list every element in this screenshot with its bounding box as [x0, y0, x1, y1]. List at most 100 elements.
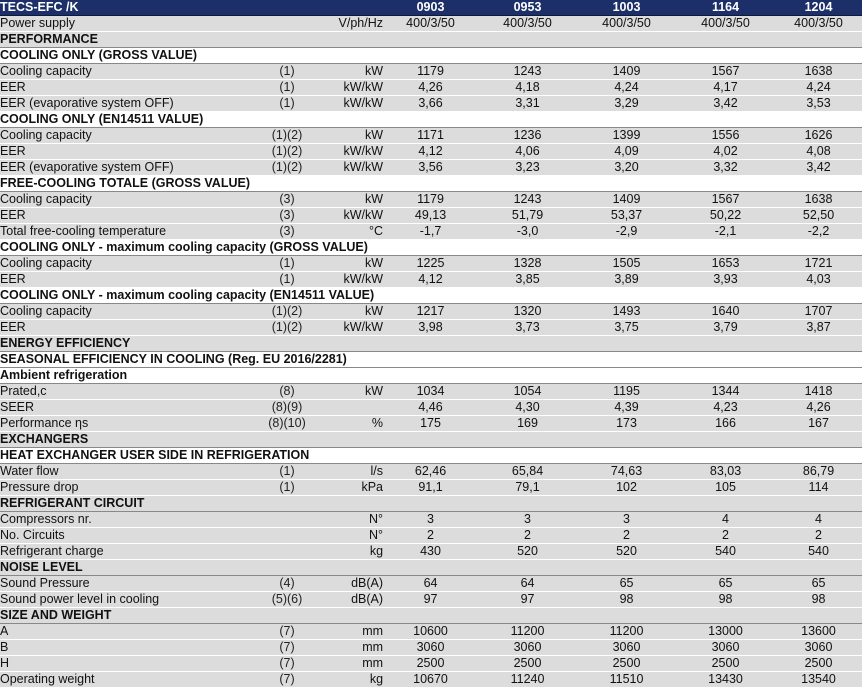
- value-cell: 167: [775, 415, 862, 432]
- value-cell: 1179: [383, 63, 479, 80]
- value-cell: 1217: [383, 303, 479, 320]
- table-row: Pressure drop (1) kPa 91,1 79,1 102 105 114: [0, 479, 862, 496]
- value-cell: 4,06: [478, 143, 578, 160]
- table-row: EER (3) kW/kW 49,13 51,79 53,37 50,22 52,50: [0, 207, 862, 224]
- row-unit: kW: [319, 191, 384, 208]
- row-label: Operating weight: [0, 671, 255, 688]
- value-cell: 4: [775, 511, 862, 528]
- value-cell: 1171: [383, 127, 479, 144]
- value-cell: 2: [775, 527, 862, 544]
- value-cell: 4: [676, 511, 776, 528]
- value-cell: 1409: [577, 191, 677, 208]
- value-cell: 65,84: [478, 463, 578, 480]
- row-unit: kW/kW: [319, 79, 384, 96]
- value-cell: 3,85: [478, 271, 578, 288]
- value-cell: 1409: [577, 63, 677, 80]
- value-cell: 1243: [478, 63, 578, 80]
- value-cell: -3,0: [478, 223, 578, 240]
- row-unit: kg: [319, 671, 384, 688]
- value-cell: 4,17: [676, 79, 776, 96]
- row-label: No. Circuits: [0, 527, 255, 544]
- row-label: EER: [0, 143, 255, 160]
- value-cell: 3060: [676, 639, 776, 656]
- model-header: 1204: [775, 0, 862, 16]
- value-cell: 98: [577, 591, 677, 608]
- value-cell: 3060: [478, 639, 578, 656]
- section-header: HEAT EXCHANGER USER SIDE IN REFRIGERATIO…: [0, 447, 862, 464]
- row-note: [255, 543, 319, 560]
- row-unit: kW/kW: [319, 319, 384, 336]
- value-cell: 3,53: [775, 95, 862, 112]
- table-row: Cooling capacity (3) kW 1179 1243 1409 1567 163…: [0, 191, 862, 208]
- section-title: NOISE LEVEL: [0, 559, 862, 576]
- section-header: REFRIGERANT CIRCUIT: [0, 495, 862, 512]
- value-cell: 74,63: [577, 463, 677, 480]
- value-cell: 97: [478, 591, 578, 608]
- value-cell: 400/3/50: [577, 15, 677, 32]
- row-unit: kg: [319, 543, 384, 560]
- section-header: EXCHANGERS: [0, 431, 862, 448]
- row-unit: kW/kW: [319, 143, 384, 160]
- value-cell: 10670: [383, 671, 479, 688]
- row-label: A: [0, 623, 255, 640]
- value-cell: 53,37: [577, 207, 677, 224]
- row-note: (1): [255, 479, 319, 496]
- value-cell: -1,7: [383, 223, 479, 240]
- section-title: COOLING ONLY - maximum cooling capacity …: [0, 287, 862, 304]
- row-note: (1): [255, 255, 319, 272]
- row-unit: N°: [319, 527, 384, 544]
- section-title: Ambient refrigeration: [0, 367, 862, 384]
- section-header: SEASONAL EFFICIENCY IN COOLING (Reg. EU …: [0, 351, 862, 368]
- value-cell: 1638: [775, 63, 862, 80]
- value-cell: 3: [383, 511, 479, 528]
- row-note: (4): [255, 575, 319, 592]
- row-note: (7): [255, 671, 319, 688]
- value-cell: 2500: [577, 655, 677, 672]
- row-label: Cooling capacity: [0, 191, 255, 208]
- row-label: Cooling capacity: [0, 255, 255, 272]
- value-cell: 3,89: [577, 271, 677, 288]
- row-unit: l/s: [319, 463, 384, 480]
- value-cell: 49,13: [383, 207, 479, 224]
- table-row: Sound power level in cooling (5)(6) dB(A) 9…: [0, 591, 862, 608]
- model-header: 1003: [577, 0, 677, 16]
- value-cell: 98: [676, 591, 776, 608]
- table-row: Sound Pressure (4) dB(A) 64 64 65 65 65: [0, 575, 862, 592]
- table-row: EER (1) kW/kW 4,12 3,85 3,89 3,93 4,03: [0, 271, 862, 288]
- value-cell: 1505: [577, 255, 677, 272]
- table-row: EER (evaporative system OFF) (1) kW/kW 3,66…: [0, 95, 862, 112]
- value-cell: 1034: [383, 383, 479, 400]
- row-note: [255, 511, 319, 528]
- value-cell: 3,93: [676, 271, 776, 288]
- table-row: H (7) mm 2500 2500 2500 2500 2500: [0, 655, 862, 672]
- table-row: EER (1)(2) kW/kW 4,12 4,06 4,09 4,02 4,08: [0, 143, 862, 160]
- value-cell: 11200: [577, 623, 677, 640]
- section-title: HEAT EXCHANGER USER SIDE IN REFRIGERATIO…: [0, 447, 862, 464]
- value-cell: 1399: [577, 127, 677, 144]
- value-cell: 1653: [676, 255, 776, 272]
- row-note: (1)(2): [255, 303, 319, 320]
- value-cell: 64: [478, 575, 578, 592]
- table-row: Cooling capacity (1) kW 1179 1243 1409 1567 163…: [0, 63, 862, 80]
- value-cell: 11510: [577, 671, 677, 688]
- row-label: SEER: [0, 399, 255, 416]
- row-label: EER: [0, 79, 255, 96]
- section-title: PERFORMANCE: [0, 31, 862, 48]
- table-row: EER (1) kW/kW 4,26 4,18 4,24 4,17 4,24: [0, 79, 862, 96]
- value-cell: 83,03: [676, 463, 776, 480]
- row-unit: mm: [319, 639, 384, 656]
- table-row: Compressors nr. N° 3 3 3 4 4: [0, 511, 862, 528]
- table-row: Power supply V/ph/Hz 400/3/50 400/3/50 400/3…: [0, 15, 862, 32]
- value-cell: 1243: [478, 191, 578, 208]
- value-cell: 1638: [775, 191, 862, 208]
- row-unit: V/ph/Hz: [319, 15, 384, 32]
- value-cell: 4,39: [577, 399, 677, 416]
- value-cell: 3,79: [676, 319, 776, 336]
- value-cell: 1195: [577, 383, 677, 400]
- section-title: ENERGY EFFICIENCY: [0, 335, 862, 352]
- row-note: (1)(2): [255, 159, 319, 176]
- value-cell: 1567: [676, 63, 776, 80]
- value-cell: 2: [478, 527, 578, 544]
- value-cell: 65: [775, 575, 862, 592]
- value-cell: 64: [383, 575, 479, 592]
